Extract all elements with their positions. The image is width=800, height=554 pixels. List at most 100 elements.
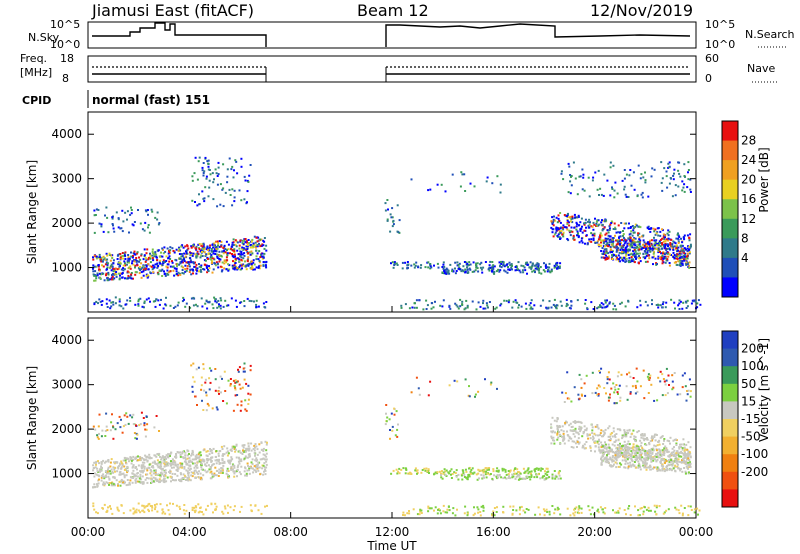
velocity-mark [539,513,541,516]
power-mark [143,229,146,232]
power-mark [637,164,640,167]
velocity-mark [179,472,182,475]
velocity-mark [664,468,667,471]
power-mark [674,248,677,251]
velocity-mark [554,475,557,478]
velocity-mark [486,467,489,470]
nsearch-tick-bottom: 10^0 [705,38,735,51]
power-mark [134,253,137,256]
velocity-mark [257,461,260,464]
power-mark [265,244,268,247]
power-mark [546,270,549,273]
power-mark [661,254,664,257]
velocity-mark [163,475,165,478]
velocity-mark [112,437,115,440]
power-mark [119,227,122,230]
power-mark [183,252,186,255]
power-mark [642,234,645,237]
velocity-mark [597,511,600,514]
velocity-mark [653,504,656,507]
velocity-mark [202,513,205,516]
velocity-mark [144,428,147,431]
power-mark [132,255,134,257]
power-mark [539,266,542,268]
power-mark [147,224,150,226]
velocity-mark [251,463,254,466]
velocity-mark [187,467,190,470]
power-mark [572,236,575,238]
velocity-mark [575,421,578,424]
power-mark [142,258,145,261]
velocity-mark [533,469,536,472]
power-mark [238,189,241,192]
power-mark [166,263,169,266]
velocity-mark [199,506,202,509]
power-mark [644,179,647,182]
velocity-mark [158,461,161,464]
power-mark [458,268,461,271]
power-mark [244,179,247,182]
velocity-mark [146,481,149,484]
power-colorbar-tick: 16 [741,192,756,206]
power-mark [677,260,680,263]
velocity-mark [148,502,151,505]
velocity-mark [129,414,132,417]
power-mark [533,269,535,272]
power-mark [457,307,460,310]
velocity-mark [633,435,636,438]
power-mark [480,268,483,271]
velocity-frame [87,317,697,519]
velocity-mark [543,475,546,478]
power-mark [491,182,494,185]
power-mark [504,270,507,273]
velocity-mark [564,421,567,424]
power-mark [147,256,150,259]
velocity-mark [169,453,172,456]
power-mark [171,260,173,263]
velocity-mark [623,447,626,450]
velocity-mark [175,479,177,482]
power-mark [679,175,682,178]
velocity-mark [391,425,394,428]
power-mark [129,276,132,279]
power-mark [534,271,536,274]
velocity-mark [115,479,118,482]
power-mark [623,188,626,191]
velocity-mark [184,475,187,478]
power-mark [471,270,474,273]
power-mark [629,245,632,248]
power-mark [683,175,686,177]
power-mark [251,252,254,255]
power-mark [124,262,126,265]
velocity-mark [509,505,512,508]
velocity-mark [598,438,600,441]
velocity-mark [545,508,548,511]
power-mark [177,274,180,277]
power-mark [94,279,97,282]
power-mark [238,244,241,247]
velocity-mark [211,407,214,410]
velocity-mark [222,512,225,515]
power-mark [518,269,521,272]
power-mark [138,267,141,269]
power-mark [232,267,235,270]
velocity-mark [186,454,189,457]
velocity-mark [245,409,248,412]
velocity-mark [158,452,161,455]
velocity-mark [562,430,565,433]
velocity-mark [600,449,603,452]
power-mark [602,239,604,242]
power-mark [493,272,496,275]
velocity-mark [491,477,494,480]
power-mark [519,271,522,274]
power-mark [654,257,657,260]
velocity-mark [617,511,620,514]
velocity-mark [255,460,258,463]
power-mark [464,271,467,274]
power-mark [630,256,633,259]
power-mark [227,304,230,307]
power-mark [191,254,194,257]
velocity-mark [261,458,264,461]
velocity-mark [222,400,225,402]
power-mark [234,159,237,162]
